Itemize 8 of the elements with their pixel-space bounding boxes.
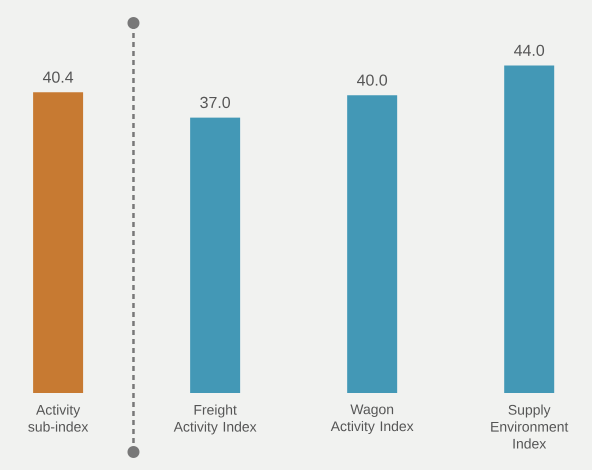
data-label: 37.0 (200, 96, 230, 108)
x-tick-label: Wagon Activity Index (330, 404, 414, 434)
data-label: 44.0 (514, 44, 544, 56)
data-label: 40.0 (357, 74, 388, 86)
x-tick-label: Freight Activity Index (174, 404, 256, 434)
x-tick-label: Supply Environment Index (491, 404, 568, 449)
x-tick-label: Activity sub-index (28, 404, 88, 432)
data-label: 40.4 (42, 71, 74, 83)
